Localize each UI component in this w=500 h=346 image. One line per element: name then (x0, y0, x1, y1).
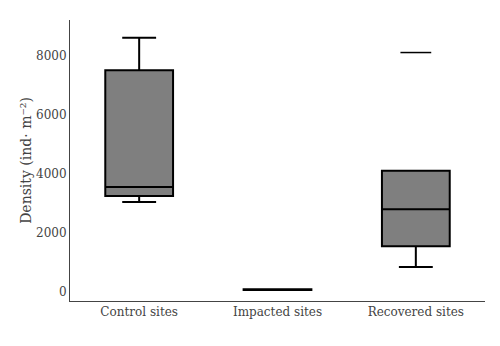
svg-text:0: 0 (59, 285, 67, 299)
svg-text:4000: 4000 (36, 167, 67, 181)
svg-text:8000: 8000 (36, 49, 67, 63)
svg-text:Impacted sites: Impacted sites (233, 305, 322, 319)
svg-text:6000: 6000 (36, 108, 67, 122)
svg-text:Recovered sites: Recovered sites (368, 305, 464, 319)
svg-text:Density (ind· m⁻²): Density (ind· m⁻²) (18, 97, 34, 224)
svg-text:Control sites: Control sites (100, 305, 178, 319)
svg-text:2000: 2000 (36, 226, 67, 240)
